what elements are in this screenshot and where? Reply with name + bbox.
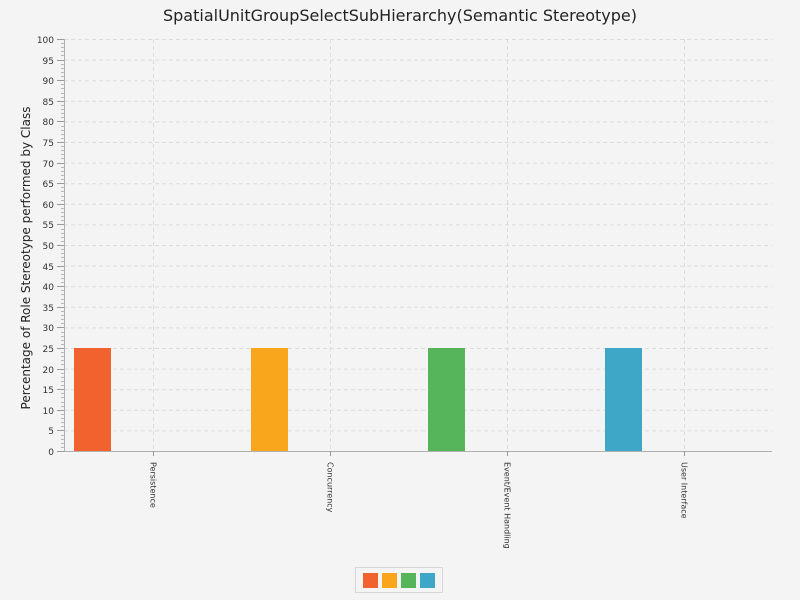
y-tick-label: 10	[43, 407, 55, 417]
y-tick-label: 40	[43, 283, 55, 293]
y-tick-label: 85	[43, 98, 54, 108]
bar-1	[251, 348, 288, 451]
x-tick-label: Concurrency	[326, 462, 335, 513]
y-tick-label: 5	[48, 427, 54, 437]
y-tick-label: 60	[43, 201, 55, 211]
legend	[355, 567, 443, 593]
y-tick-label: 25	[43, 345, 54, 355]
y-tick-label: 20	[43, 366, 55, 376]
legend-swatch-1	[382, 572, 397, 588]
y-tick-label: 45	[43, 263, 54, 273]
y-tick-label: 50	[43, 242, 55, 252]
bars	[74, 348, 642, 451]
x-tick-label: Persistence	[149, 462, 158, 508]
chart-title: SpatialUnitGroupSelectSubHierarchy(Seman…	[162, 6, 637, 25]
y-tick-label: 95	[43, 57, 54, 67]
y-tick-label: 35	[43, 304, 54, 314]
x-tick-label: Event/Event Handling	[503, 462, 512, 549]
y-tick-label: 90	[43, 77, 55, 87]
x-tick-label: User Interface	[680, 462, 689, 519]
grid-lines	[64, 39, 772, 451]
y-tick-label: 80	[43, 118, 55, 128]
y-tick-label: 0	[48, 448, 54, 458]
bar-3	[605, 348, 642, 451]
y-tick-label: 15	[43, 386, 54, 396]
y-tick-label: 100	[37, 36, 54, 46]
y-tick-label: 75	[43, 139, 54, 149]
legend-swatch-2	[401, 572, 416, 588]
bar-2	[428, 348, 465, 451]
legend-swatch-0	[363, 572, 378, 588]
y-tick-label: 65	[43, 180, 54, 190]
bar-0	[74, 348, 111, 451]
legend-swatch-3	[420, 572, 435, 588]
y-tick-label: 70	[43, 160, 55, 170]
y-tick-label: 30	[43, 324, 55, 334]
axes: 0 5 10 15 20 25 30 35 40 45 50 55 60 65 70 75 80 85 90 95 10…	[37, 36, 772, 549]
y-tick-label: 55	[43, 221, 54, 231]
